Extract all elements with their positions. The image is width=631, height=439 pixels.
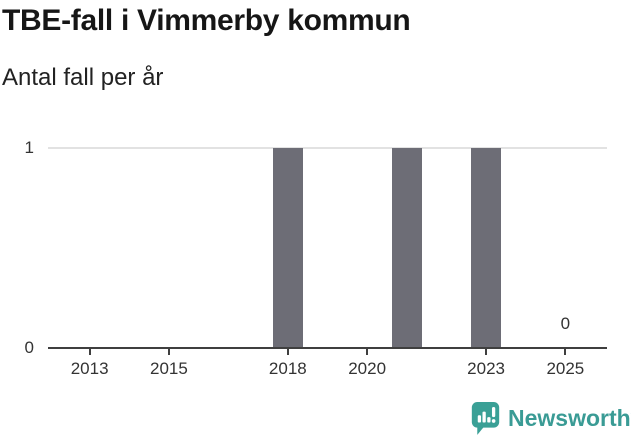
x-tick-2018: [286, 349, 289, 355]
bar-2023: [471, 148, 502, 348]
x-tick-2013: [88, 349, 91, 355]
x-tick-label-2015: 2015: [149, 359, 188, 378]
x-tick-label-2018: 2018: [268, 359, 307, 378]
x-axis-line: [48, 347, 607, 349]
newsworthy-chart-bubble-icon: [471, 402, 500, 435]
chart-title: TBE-fall i Vimmerby kommun: [2, 4, 411, 37]
newsworthy-brand-text: Newsworthy: [508, 405, 631, 431]
bar-2021: [391, 148, 422, 348]
newsworthy-brand: Newsworthy: [470, 400, 631, 436]
y-tick-label-0: 0: [24, 338, 34, 357]
x-tick-label-2013: 2013: [70, 359, 109, 378]
chart-plot-area: 0 2013 2015 2018 2020 2023 2025 0 1: [24, 138, 607, 378]
y-tick-label-1: 1: [24, 138, 34, 157]
bar-2018: [272, 148, 303, 348]
x-tick-2023: [485, 349, 488, 355]
x-tick-label-2020: 2020: [348, 359, 387, 378]
x-tick-label-2023: 2023: [467, 359, 505, 378]
gridline-y-1: [48, 147, 607, 149]
x-tick-2015: [167, 349, 170, 355]
x-tick-2025: [564, 349, 567, 355]
x-tick-2020: [366, 349, 369, 355]
chart-subtitle: Antal fall per år: [2, 64, 164, 91]
value-label-2025: 0: [560, 314, 571, 333]
x-tick-label-2025: 2025: [546, 359, 585, 378]
